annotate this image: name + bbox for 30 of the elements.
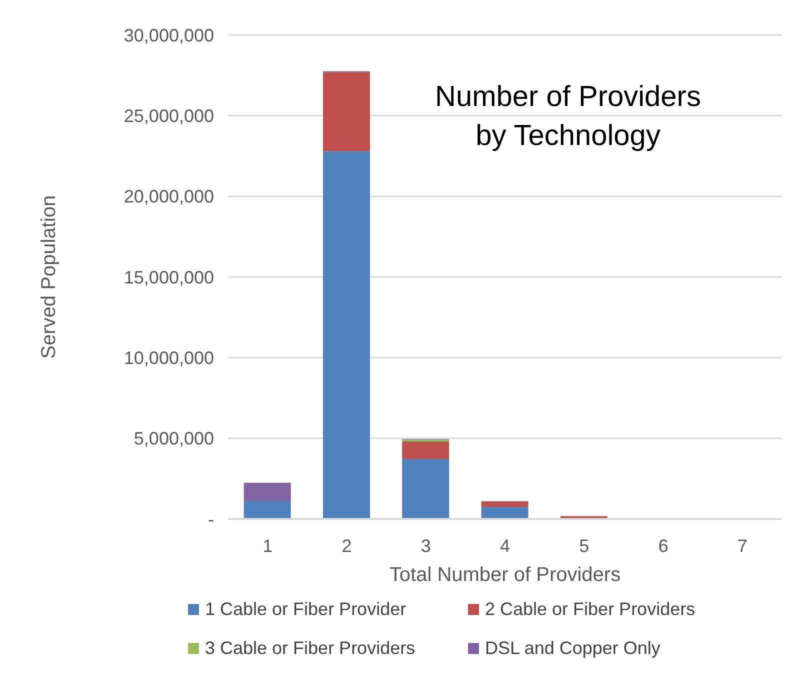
x-tick-label: 1 xyxy=(262,536,273,556)
y-tick-label: 30,000,000 xyxy=(124,25,214,46)
bar xyxy=(244,500,291,519)
legend-label: DSL and Copper Only xyxy=(485,638,660,659)
y-tick-label: 25,000,000 xyxy=(124,106,214,126)
x-tick-label: 5 xyxy=(579,536,590,556)
y-tick-label: 20,000,000 xyxy=(124,186,214,207)
y-tick-label: 5,000,000 xyxy=(134,428,214,449)
x-tick-label: 6 xyxy=(658,536,668,556)
y-tick-label: - xyxy=(208,509,214,530)
bar xyxy=(481,501,528,508)
x-tick-label: 4 xyxy=(500,536,510,556)
x-tick-label: 7 xyxy=(737,536,748,556)
bar xyxy=(402,439,450,442)
legend-label: 1 Cable or Fiber Provider xyxy=(205,599,406,620)
bar xyxy=(402,458,450,519)
bar xyxy=(322,72,370,152)
y-tick-label: 15,000,000 xyxy=(124,267,214,288)
bar xyxy=(481,507,528,519)
bar xyxy=(244,482,291,500)
bar xyxy=(402,442,450,459)
text: Number of Providers by Technology xyxy=(434,80,702,154)
x-axis-title: Total Number of Providers xyxy=(389,564,621,586)
legend-label: 3 Cable or Fiber Providers xyxy=(205,638,416,659)
bar xyxy=(322,151,370,519)
legend-label: 2 Cable or Fiber Providers xyxy=(485,599,696,620)
x-tick-label: 2 xyxy=(342,536,352,556)
y-axis-title: Served Population xyxy=(38,195,60,359)
y-tick-label: 10,000,000 xyxy=(124,348,214,368)
x-tick-label: 3 xyxy=(420,536,431,556)
